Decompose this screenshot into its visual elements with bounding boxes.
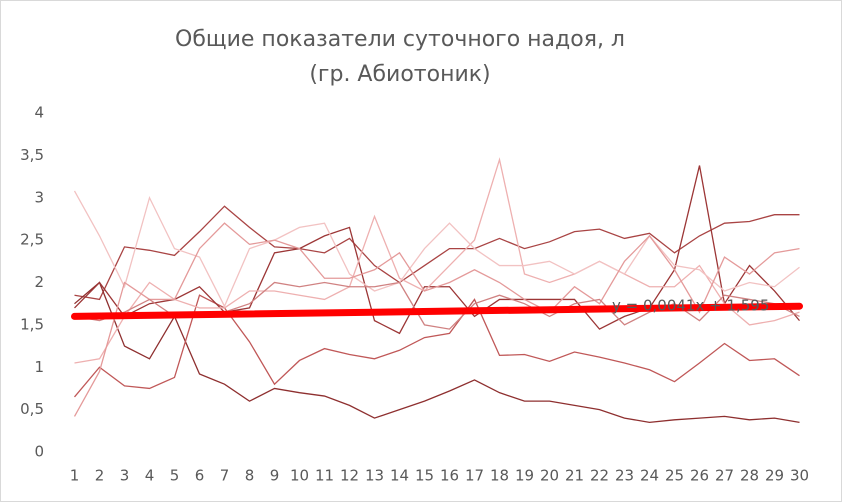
y-tick-label: 3	[34, 188, 44, 206]
series-line	[74, 281, 800, 423]
x-tick-label: 5	[170, 467, 180, 485]
x-tick-label: 9	[270, 467, 280, 485]
x-tick-label: 11	[315, 467, 334, 485]
x-tick-label: 23	[615, 467, 634, 485]
y-tick-label: 0,5	[20, 400, 44, 418]
series-line	[73, 222, 800, 417]
series-line	[74, 157, 800, 364]
x-tick-label: 30	[790, 467, 809, 485]
x-tick-label: 20	[540, 467, 559, 485]
y-tick-label: 2	[34, 273, 44, 291]
x-tick-label: 8	[245, 467, 255, 485]
y-tick-label: 1	[34, 358, 44, 376]
x-tick-label: 15	[415, 467, 434, 485]
y-tick-label: 3,5	[20, 146, 44, 164]
x-tick-label: 6	[195, 467, 205, 485]
x-tick-label: 16	[440, 467, 459, 485]
x-tick-label: 14	[390, 467, 409, 485]
y-tick-label: 4	[34, 104, 44, 122]
x-tick-label: 10	[290, 467, 309, 485]
x-tick-label: 21	[565, 467, 584, 485]
x-tick-label: 12	[340, 467, 359, 485]
x-tick-label: 4	[145, 467, 155, 485]
x-tick-label: 18	[490, 467, 509, 485]
y-tick-label: 2,5	[20, 231, 44, 249]
x-tick-label: 19	[515, 467, 534, 485]
x-tick-label: 29	[765, 467, 784, 485]
x-tick-label: 7	[220, 467, 230, 485]
x-tick-label: 3	[120, 467, 130, 485]
x-tick-label: 1	[70, 467, 80, 485]
x-tick-label: 26	[690, 467, 709, 485]
x-tick-label: 25	[665, 467, 684, 485]
trendline	[71, 302, 803, 320]
chart-title: Общие показатели суточного надоя, л	[175, 27, 625, 52]
trendline-equation: y = 0,0041x + 1,595	[612, 297, 769, 315]
y-tick-label: 1,5	[20, 315, 44, 333]
y-tick-label: 0	[34, 443, 44, 461]
x-tick-label: 17	[465, 467, 484, 485]
chart-title: (гр. Абиотоник)	[309, 62, 490, 87]
x-tick-label: 24	[640, 467, 659, 485]
x-tick-label: 13	[365, 467, 384, 485]
x-tick-label: 2	[95, 467, 105, 485]
x-tick-label: 28	[740, 467, 759, 485]
series-line	[74, 294, 800, 398]
x-tick-label: 22	[590, 467, 609, 485]
x-tick-label: 27	[715, 467, 734, 485]
